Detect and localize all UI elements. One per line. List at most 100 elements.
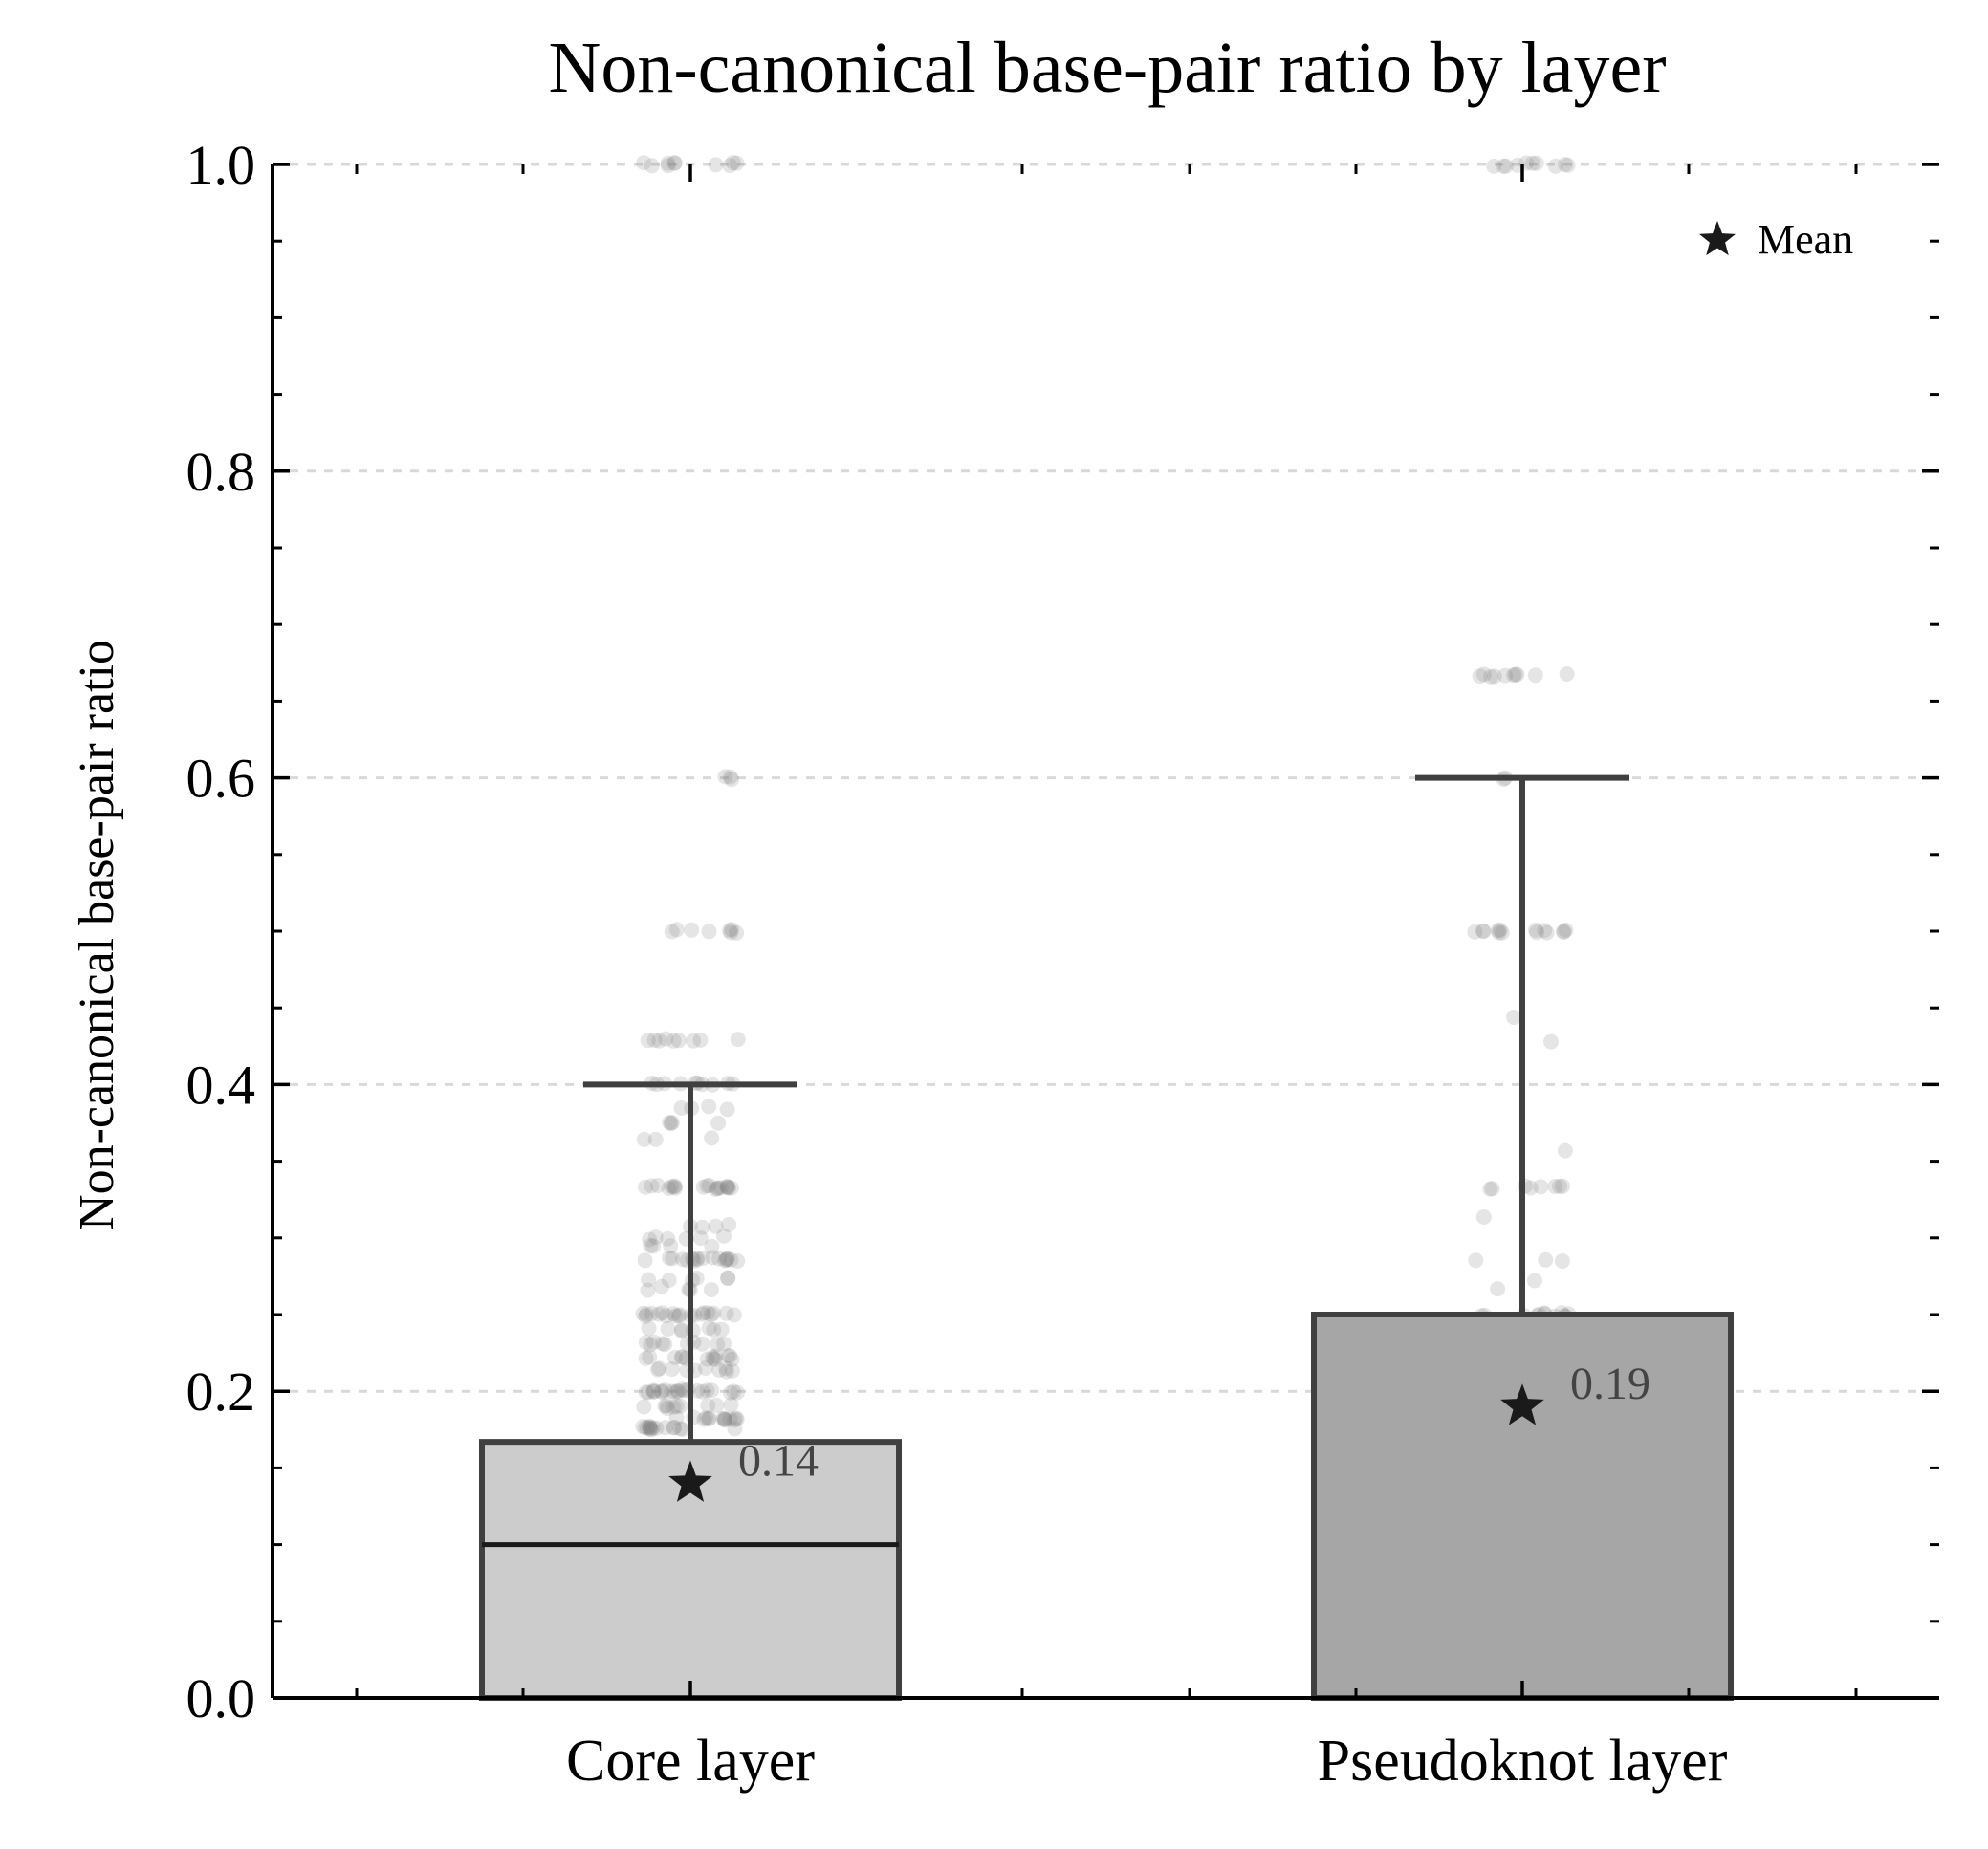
data-point	[1506, 1010, 1522, 1025]
data-point	[666, 155, 683, 171]
data-point	[724, 1351, 740, 1367]
data-point	[708, 1348, 724, 1364]
data-point	[670, 1308, 687, 1324]
data-point	[644, 1422, 660, 1438]
data-point	[1539, 924, 1555, 941]
data-point	[1522, 1180, 1539, 1196]
data-point	[1555, 924, 1571, 940]
data-point	[673, 1100, 689, 1116]
data-point	[640, 1033, 656, 1049]
data-point	[645, 1382, 662, 1399]
data-point	[694, 1336, 710, 1352]
data-point	[1557, 1142, 1573, 1159]
data-point	[729, 155, 745, 171]
data-point	[705, 1349, 721, 1365]
data-point	[716, 1336, 732, 1352]
data-point	[719, 1179, 735, 1195]
data-point	[708, 157, 724, 173]
data-point	[675, 1251, 691, 1268]
data-point	[694, 1383, 710, 1400]
data-point	[692, 1230, 709, 1246]
data-point	[719, 1251, 735, 1267]
data-point	[711, 1362, 728, 1378]
data-point	[662, 1250, 677, 1266]
data-point	[664, 1179, 680, 1194]
data-point	[644, 1178, 660, 1194]
data-point	[722, 158, 738, 174]
y-tick-label: 0.2	[186, 1360, 256, 1423]
data-point	[642, 1231, 658, 1248]
data-point	[1484, 1181, 1500, 1197]
x-category-label: Core layer	[566, 1729, 815, 1794]
data-point	[638, 1179, 653, 1195]
data-point	[701, 1410, 717, 1426]
data-point	[645, 1383, 662, 1400]
data-point	[642, 1419, 658, 1435]
data-point	[1486, 668, 1502, 685]
data-point	[723, 1397, 739, 1413]
data-point	[1483, 668, 1499, 685]
data-point	[1491, 924, 1507, 941]
data-point	[655, 1336, 670, 1352]
data-point	[658, 1308, 674, 1324]
data-point	[1507, 666, 1523, 683]
data-point	[668, 922, 685, 938]
data-point	[701, 1099, 717, 1115]
data-point	[1547, 1179, 1563, 1194]
data-point	[726, 1307, 742, 1323]
data-point	[699, 1351, 715, 1367]
data-point	[663, 1238, 679, 1254]
data-point	[640, 1384, 656, 1401]
data-point	[1560, 157, 1576, 173]
data-point	[635, 1419, 651, 1435]
data-point	[657, 1382, 673, 1399]
data-point	[700, 1398, 716, 1414]
data-point	[1527, 667, 1543, 684]
data-point	[641, 1272, 657, 1288]
data-point	[701, 1178, 717, 1194]
data-point	[663, 1116, 679, 1132]
data-point	[643, 1237, 659, 1253]
data-point	[651, 1360, 667, 1377]
data-point	[724, 772, 739, 788]
data-point	[1555, 1178, 1570, 1194]
data-point	[1557, 157, 1573, 172]
data-point	[729, 1411, 745, 1427]
data-point	[649, 1361, 666, 1378]
mean-value-label: 0.14	[738, 1435, 819, 1486]
data-point	[657, 1337, 673, 1353]
data-point	[647, 1229, 664, 1246]
data-point	[692, 1032, 709, 1048]
data-point	[638, 1335, 654, 1351]
data-point	[706, 1351, 722, 1367]
data-point	[710, 1115, 727, 1131]
data-point	[727, 1421, 743, 1437]
data-point	[668, 1409, 685, 1425]
data-point	[1558, 922, 1574, 938]
data-point	[724, 922, 740, 938]
data-point	[667, 1384, 684, 1401]
data-point	[729, 924, 745, 941]
data-point	[666, 1399, 682, 1415]
data-point	[672, 1421, 688, 1437]
data-point	[719, 1101, 735, 1118]
data-point	[1543, 1033, 1559, 1050]
legend-star-icon	[1698, 221, 1737, 256]
data-point	[705, 1250, 721, 1266]
data-point	[720, 1180, 736, 1195]
data-point	[699, 1178, 715, 1194]
data-point	[636, 155, 652, 171]
y-tick-label: 0.0	[186, 1667, 256, 1729]
data-point	[1554, 1253, 1570, 1269]
data-point	[636, 1399, 652, 1415]
data-point	[661, 1181, 677, 1196]
data-point	[723, 1251, 739, 1268]
data-point	[674, 1422, 690, 1437]
data-point	[667, 1180, 684, 1196]
data-point	[700, 1411, 716, 1426]
data-point	[694, 1306, 710, 1322]
data-point	[1528, 922, 1544, 938]
data-point	[646, 1033, 663, 1048]
data-point	[666, 1420, 682, 1436]
data-point	[674, 1381, 690, 1398]
